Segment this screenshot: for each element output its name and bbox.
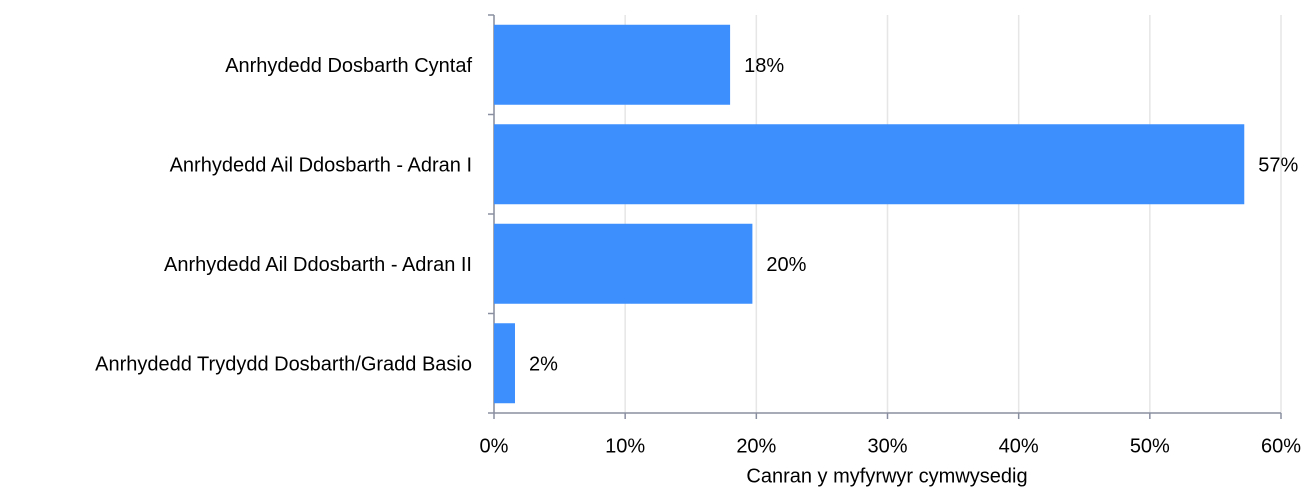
value-label: 2% — [529, 354, 558, 376]
y-tick-label: Anrhydedd Ail Ddosbarth - Adran II — [164, 254, 472, 276]
y-tick-label: Anrhydedd Trydydd Dosbarth/Gradd Basio — [95, 354, 472, 376]
bar — [494, 223, 753, 304]
y-tick-label: Anrhydedd Ail Ddosbarth - Adran I — [170, 155, 472, 177]
y-tick-label: Anrhydedd Dosbarth Cyntaf — [225, 55, 472, 77]
x-tick-label: 60% — [1261, 435, 1301, 457]
x-tick-label: 0% — [480, 435, 509, 457]
x-tick-label: 40% — [999, 435, 1039, 457]
x-tick-label: 20% — [736, 435, 776, 457]
value-label: 57% — [1258, 155, 1298, 177]
value-label: 18% — [744, 55, 784, 77]
bar — [494, 24, 731, 105]
bar — [494, 323, 515, 404]
value-label: 20% — [766, 254, 806, 276]
x-tick-label: 30% — [867, 435, 907, 457]
x-axis-title: Canran y myfyrwyr cymwysedig — [746, 465, 1027, 487]
x-tick-label: 10% — [605, 435, 645, 457]
bar — [494, 124, 1245, 205]
x-tick-label: 50% — [1130, 435, 1170, 457]
